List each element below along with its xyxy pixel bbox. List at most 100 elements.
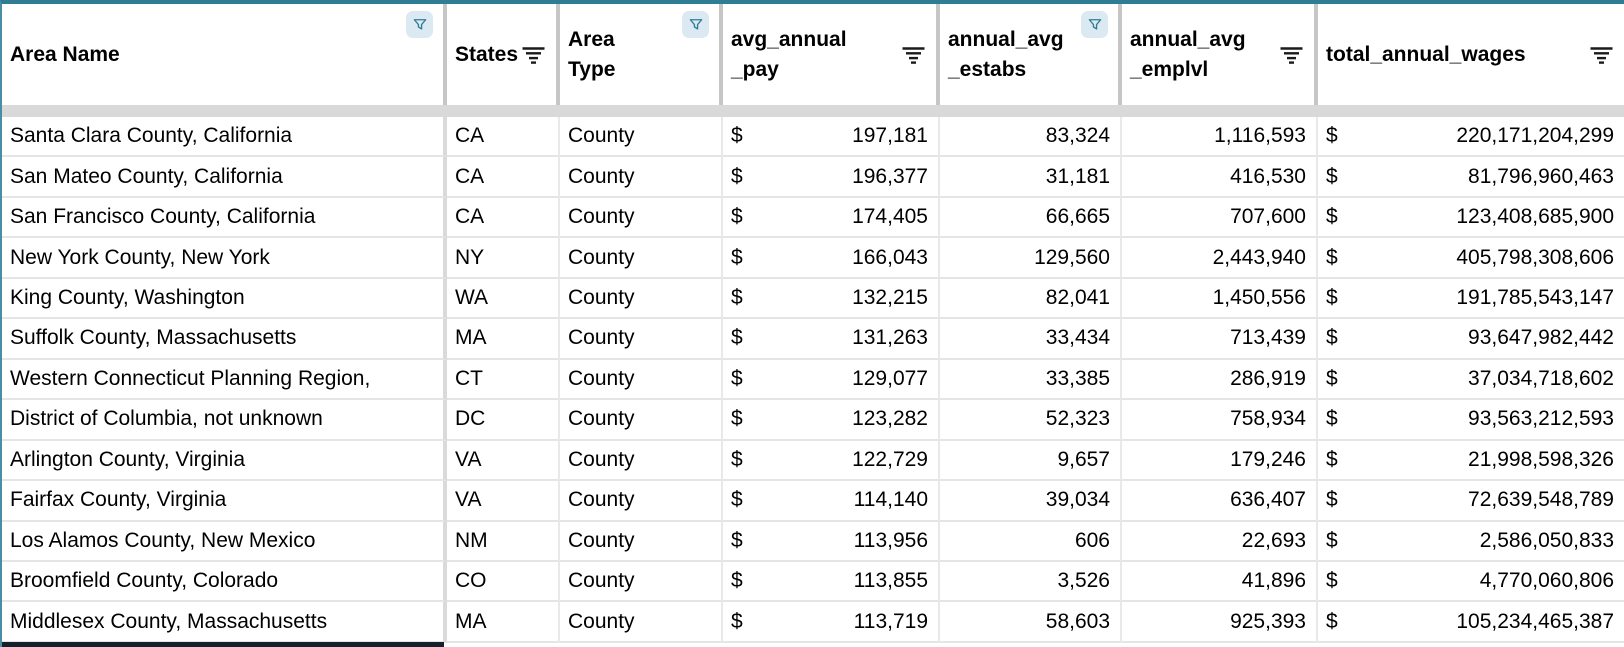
- cell-total-annual-wages[interactable]: $ 191,785,543,147: [1318, 279, 1624, 320]
- column-header-avg-annual-pay[interactable]: avg_annual _pay: [723, 4, 940, 105]
- cell-area-type[interactable]: County: [560, 278, 723, 320]
- cell-area-type[interactable]: County: [560, 561, 723, 603]
- cell-area-name[interactable]: District of Columbia, not unknown: [2, 400, 447, 441]
- cell-state[interactable]: VA: [447, 440, 560, 482]
- cell-state[interactable]: MA: [447, 319, 560, 360]
- cell-annual-avg-estabs[interactable]: 129,560: [940, 238, 1122, 279]
- cell-state[interactable]: NY: [447, 238, 560, 279]
- cell-avg-annual-pay[interactable]: $ 196,377: [723, 157, 940, 198]
- cell-avg-annual-pay[interactable]: $ 129,077: [723, 359, 940, 401]
- funnel-filter-icon[interactable]: [1081, 11, 1108, 38]
- cell-total-annual-wages[interactable]: $ 4,770,060,806: [1318, 562, 1624, 603]
- cell-total-annual-wages[interactable]: $ 105,234,465,387: [1318, 602, 1624, 643]
- column-header-total-annual-wages[interactable]: total_annual_wages: [1318, 4, 1624, 105]
- filter-lines-icon[interactable]: [901, 13, 926, 73]
- cell-avg-annual-pay[interactable]: $ 122,729: [723, 440, 940, 482]
- column-header-annual-avg-emplvl[interactable]: annual_avg _emplvl: [1122, 4, 1318, 105]
- cell-area-name[interactable]: Middlesex County, Massachusetts: [2, 602, 447, 643]
- cell-annual-avg-estabs[interactable]: 33,434: [940, 319, 1122, 360]
- cell-area-name[interactable]: San Mateo County, California: [2, 157, 447, 198]
- cell-total-annual-wages[interactable]: $ 220,171,204,299: [1318, 117, 1624, 158]
- cell-state[interactable]: CA: [447, 117, 560, 158]
- cell-avg-annual-pay[interactable]: $ 132,215: [723, 278, 940, 320]
- column-header-area-name[interactable]: Area Name: [2, 4, 447, 105]
- column-header-area-type[interactable]: Area Type: [560, 4, 723, 105]
- cell-area-type[interactable]: County: [560, 238, 723, 279]
- cell-annual-avg-emplvl[interactable]: 22,693: [1122, 521, 1318, 562]
- cell-area-name[interactable]: King County, Washington: [2, 278, 447, 320]
- cell-state[interactable]: MA: [447, 602, 560, 643]
- cell-annual-avg-estabs[interactable]: 82,041: [940, 278, 1122, 320]
- cell-area-type[interactable]: County: [560, 359, 723, 401]
- cell-total-annual-wages[interactable]: $ 93,563,212,593: [1318, 400, 1624, 441]
- cell-annual-avg-emplvl[interactable]: 636,407: [1122, 481, 1318, 522]
- cell-state[interactable]: NM: [447, 521, 560, 562]
- cell-total-annual-wages[interactable]: $ 123,408,685,900: [1318, 198, 1624, 239]
- cell-state[interactable]: DC: [447, 400, 560, 441]
- column-header-annual-avg-estabs[interactable]: annual_avg _estabs: [940, 4, 1122, 105]
- filter-lines-icon[interactable]: [521, 13, 546, 73]
- cell-annual-avg-estabs[interactable]: 606: [940, 521, 1122, 562]
- cell-area-type[interactable]: County: [560, 117, 723, 158]
- cell-avg-annual-pay[interactable]: $ 131,263: [723, 319, 940, 360]
- cell-annual-avg-emplvl[interactable]: 416,530: [1122, 157, 1318, 198]
- cell-area-name[interactable]: Los Alamos County, New Mexico: [2, 521, 447, 562]
- cell-annual-avg-emplvl[interactable]: 286,919: [1122, 359, 1318, 401]
- cell-state[interactable]: CO: [447, 561, 560, 603]
- cell-area-type[interactable]: County: [560, 602, 723, 643]
- cell-annual-avg-estabs[interactable]: 52,323: [940, 400, 1122, 441]
- cell-total-annual-wages[interactable]: $ 37,034,718,602: [1318, 360, 1624, 401]
- cell-annual-avg-estabs[interactable]: 83,324: [940, 117, 1122, 158]
- cell-area-name[interactable]: San Francisco County, California: [2, 197, 447, 239]
- cell-avg-annual-pay[interactable]: $ 166,043: [723, 238, 940, 279]
- column-header-states[interactable]: States: [447, 4, 560, 105]
- cell-avg-annual-pay[interactable]: $ 113,956: [723, 521, 940, 562]
- cell-area-type[interactable]: County: [560, 319, 723, 360]
- cell-avg-annual-pay[interactable]: $ 113,719: [723, 602, 940, 643]
- cell-state[interactable]: WA: [447, 278, 560, 320]
- cell-annual-avg-estabs[interactable]: 31,181: [940, 157, 1122, 198]
- cell-total-annual-wages[interactable]: $ 93,647,982,442: [1318, 319, 1624, 360]
- filter-lines-icon[interactable]: [1279, 13, 1304, 73]
- cell-area-name[interactable]: Arlington County, Virginia: [2, 440, 447, 482]
- cell-annual-avg-emplvl[interactable]: 925,393: [1122, 602, 1318, 643]
- cell-annual-avg-estabs[interactable]: 33,385: [940, 359, 1122, 401]
- cell-state[interactable]: VA: [447, 481, 560, 522]
- cell-annual-avg-emplvl[interactable]: 758,934: [1122, 400, 1318, 441]
- cell-annual-avg-estabs[interactable]: 3,526: [940, 561, 1122, 603]
- cell-annual-avg-estabs[interactable]: 66,665: [940, 197, 1122, 239]
- cell-total-annual-wages[interactable]: $ 2,586,050,833: [1318, 522, 1624, 562]
- cell-avg-annual-pay[interactable]: $ 114,140: [723, 481, 940, 522]
- cell-annual-avg-estabs[interactable]: 9,657: [940, 440, 1122, 482]
- cell-state[interactable]: CA: [447, 157, 560, 198]
- filter-lines-icon[interactable]: [1589, 13, 1614, 73]
- cell-total-annual-wages[interactable]: $ 405,798,308,606: [1318, 238, 1624, 279]
- cell-area-name[interactable]: Western Connecticut Planning Region,: [2, 359, 447, 401]
- cell-area-name[interactable]: New York County, New York: [2, 238, 447, 279]
- cell-annual-avg-emplvl[interactable]: 1,116,593: [1122, 117, 1318, 158]
- cell-annual-avg-emplvl[interactable]: 707,600: [1122, 197, 1318, 239]
- cell-avg-annual-pay[interactable]: $ 123,282: [723, 400, 940, 441]
- cell-area-name[interactable]: Santa Clara County, California: [2, 117, 447, 158]
- cell-area-type[interactable]: County: [560, 521, 723, 562]
- cell-area-type[interactable]: County: [560, 197, 723, 239]
- funnel-filter-icon[interactable]: [682, 11, 709, 38]
- cell-annual-avg-estabs[interactable]: 39,034: [940, 481, 1122, 522]
- cell-annual-avg-emplvl[interactable]: 713,439: [1122, 319, 1318, 360]
- cell-total-annual-wages[interactable]: $ 21,998,598,326: [1318, 441, 1624, 482]
- cell-annual-avg-estabs[interactable]: 58,603: [940, 602, 1122, 643]
- cell-avg-annual-pay[interactable]: $ 174,405: [723, 197, 940, 239]
- cell-annual-avg-emplvl[interactable]: 1,450,556: [1122, 278, 1318, 320]
- cell-state[interactable]: CA: [447, 197, 560, 239]
- cell-annual-avg-emplvl[interactable]: 179,246: [1122, 440, 1318, 482]
- cell-area-type[interactable]: County: [560, 157, 723, 198]
- cell-area-name[interactable]: Broomfield County, Colorado: [2, 561, 447, 603]
- cell-area-name[interactable]: Suffolk County, Massachusetts: [2, 319, 447, 360]
- cell-avg-annual-pay[interactable]: $ 113,855: [723, 561, 940, 603]
- cell-area-type[interactable]: County: [560, 481, 723, 522]
- funnel-filter-icon[interactable]: [406, 11, 433, 38]
- cell-total-annual-wages[interactable]: $ 72,639,548,789: [1318, 481, 1624, 522]
- cell-state[interactable]: CT: [447, 359, 560, 401]
- cell-total-annual-wages[interactable]: $ 81,796,960,463: [1318, 157, 1624, 198]
- cell-annual-avg-emplvl[interactable]: 2,443,940: [1122, 238, 1318, 279]
